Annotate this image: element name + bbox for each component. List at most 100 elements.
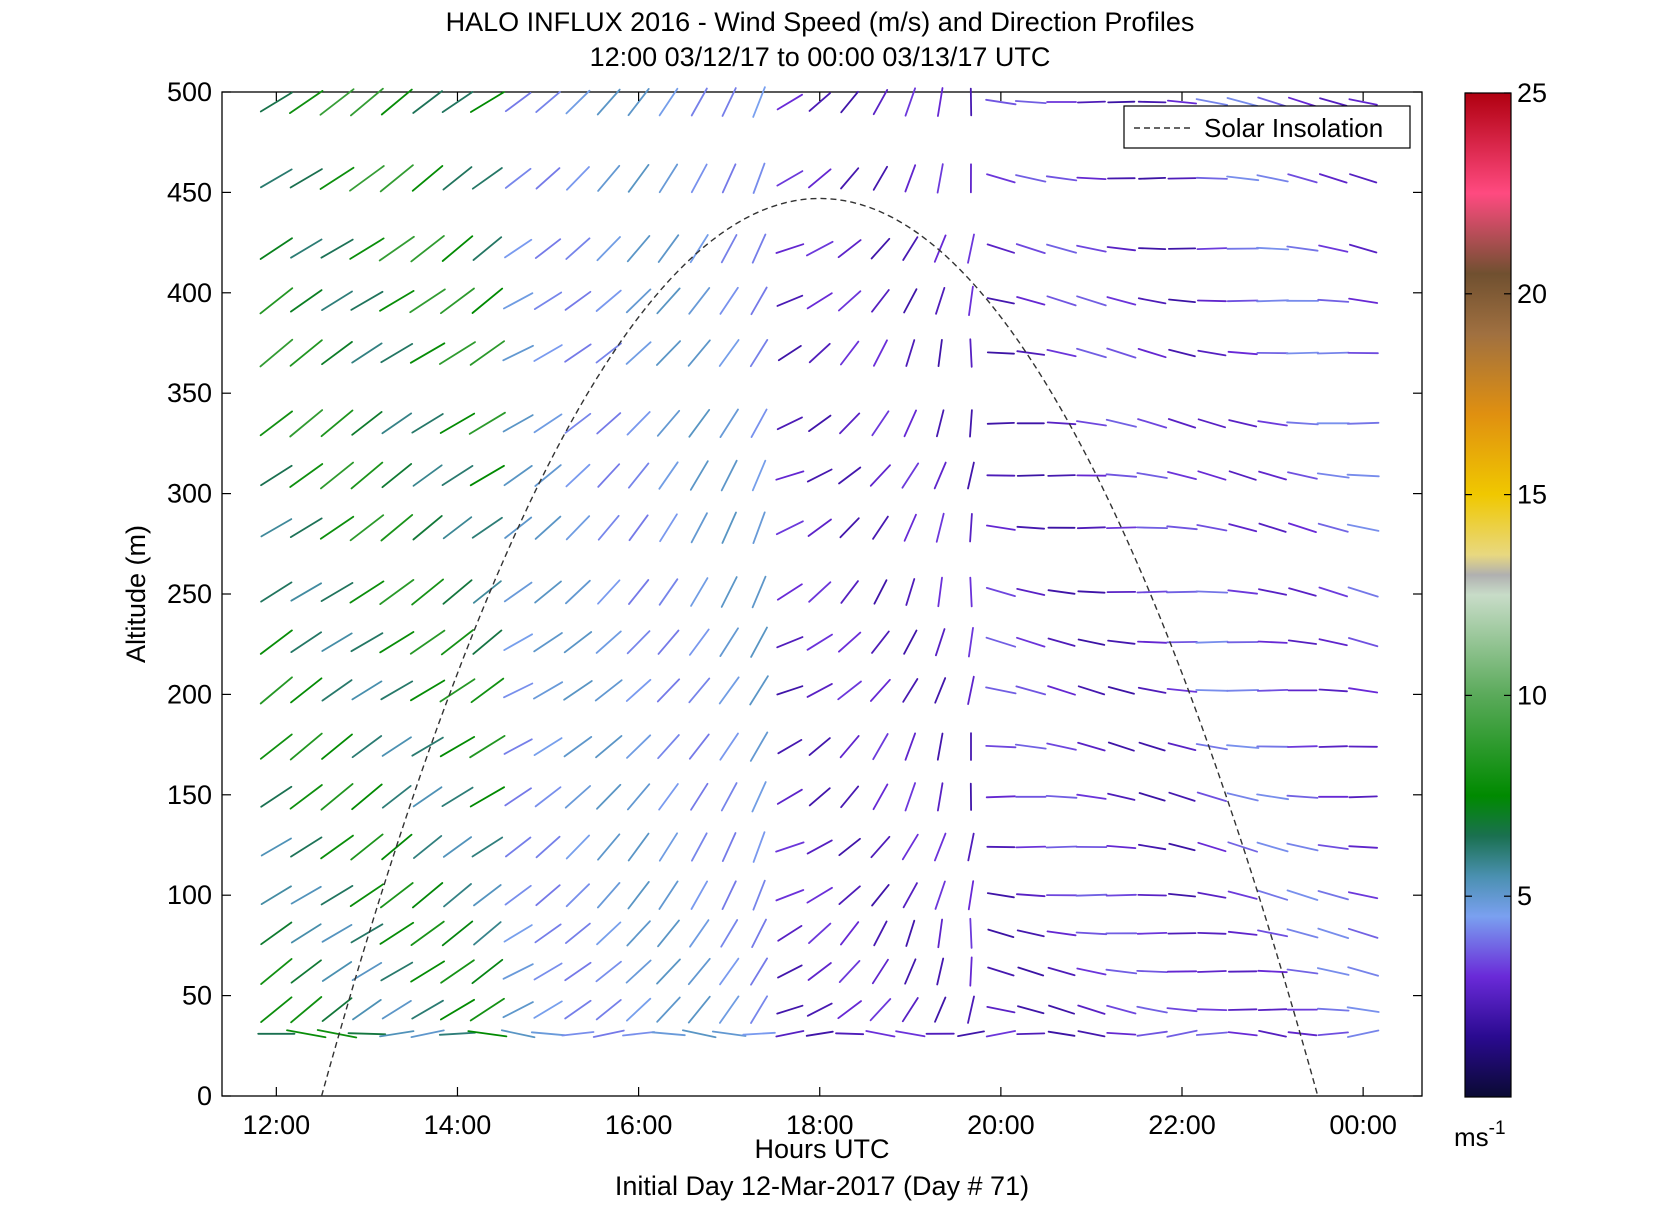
wind-barb xyxy=(1076,176,1107,181)
wind-barb xyxy=(777,964,803,979)
x-tick-label: 20:00 xyxy=(967,1110,1035,1140)
wind-barb xyxy=(1016,588,1046,596)
wind-barb xyxy=(837,1000,862,1020)
wind-barb xyxy=(627,163,650,193)
wind-barb xyxy=(969,576,973,608)
wind-barb xyxy=(752,162,766,194)
wind-barb xyxy=(441,464,474,487)
wind-barb xyxy=(1015,845,1047,849)
wind-barb xyxy=(1046,348,1077,358)
colorbar: 5 10 15 20 25 ms-1 xyxy=(1454,78,1547,1152)
wind-barb xyxy=(351,783,383,811)
x-tick-label: 22:00 xyxy=(1148,1110,1216,1140)
wind-barb xyxy=(1167,99,1197,105)
wind-barb xyxy=(1286,889,1319,901)
wind-barb xyxy=(471,287,504,314)
wind-barb xyxy=(967,233,975,264)
wind-barb xyxy=(1106,246,1136,252)
wind-barb xyxy=(1288,96,1317,108)
wind-barb xyxy=(865,1030,896,1038)
wind-barb xyxy=(622,1031,656,1037)
wind-barb xyxy=(718,339,740,367)
wind-barb xyxy=(872,733,889,761)
wind-barb xyxy=(656,678,681,703)
wind-barb xyxy=(690,87,708,117)
wind-barb xyxy=(1257,889,1289,901)
wind-barb xyxy=(1195,176,1228,180)
wind-barb xyxy=(350,290,384,311)
legend-box xyxy=(1123,105,1411,149)
wind-barb xyxy=(380,514,414,542)
wind-barb xyxy=(534,515,562,540)
wind-barb xyxy=(905,578,916,606)
wind-barb xyxy=(656,340,681,366)
wind-barb xyxy=(1318,638,1348,647)
wind-barb xyxy=(473,884,502,907)
wind-barb xyxy=(439,678,476,703)
wind-barb xyxy=(776,636,804,649)
wind-barb xyxy=(1286,245,1319,252)
wind-barb xyxy=(379,579,415,605)
wind-barb xyxy=(806,292,833,310)
wind-barb xyxy=(534,238,562,260)
wind-barb xyxy=(840,90,859,114)
wind-barb xyxy=(807,962,832,981)
wind-barb xyxy=(690,163,708,194)
colorbar-unit: ms-1 xyxy=(1454,1118,1506,1152)
wind-barb xyxy=(1106,1032,1137,1036)
wind-barb xyxy=(1197,932,1227,935)
wind-barb xyxy=(752,831,766,863)
wind-barb xyxy=(1228,470,1257,481)
wind-barb xyxy=(379,1030,415,1038)
wind-barb xyxy=(691,832,708,862)
wind-barb xyxy=(1016,636,1046,648)
x-axis-label: Hours UTC xyxy=(754,1134,889,1164)
colorbar-gradient xyxy=(1464,92,1512,1098)
wind-barb xyxy=(986,173,1016,184)
wind-barb xyxy=(751,233,767,264)
wind-barb xyxy=(870,835,891,859)
wind-barb xyxy=(502,963,534,980)
wind-barb xyxy=(628,579,650,605)
wind-barb xyxy=(1348,845,1378,849)
wind-barb xyxy=(502,292,534,310)
wind-barb xyxy=(1195,590,1229,594)
wind-barb xyxy=(689,234,709,264)
wind-barb xyxy=(936,732,944,761)
wind-barb xyxy=(1047,966,1076,977)
wind-barb xyxy=(259,676,293,705)
wind-barb xyxy=(503,924,533,943)
wind-barb xyxy=(380,961,414,982)
wind-barb xyxy=(967,461,975,490)
wind-barb xyxy=(535,835,561,859)
wind-barb xyxy=(411,164,444,192)
wind-barb xyxy=(750,408,768,439)
wind-barb xyxy=(869,464,891,487)
wind-barb xyxy=(533,291,563,311)
wind-barb xyxy=(1195,98,1229,106)
wind-barb xyxy=(289,409,324,438)
wind-barb xyxy=(933,461,947,490)
wind-barb xyxy=(289,517,323,538)
wind-barb xyxy=(350,833,384,861)
wind-barb xyxy=(985,1030,1016,1038)
wind-barb xyxy=(719,957,740,986)
wind-barb xyxy=(1197,841,1227,853)
wind-barb xyxy=(1168,298,1196,304)
wind-barb xyxy=(1317,927,1350,939)
wind-barb xyxy=(969,917,973,949)
wind-barb xyxy=(352,999,382,1021)
wind-barb xyxy=(776,93,803,111)
wind-barb xyxy=(597,579,621,605)
wind-barb xyxy=(1077,1004,1106,1015)
wind-barb xyxy=(987,928,1015,938)
wind-barb xyxy=(1137,640,1168,644)
wind-barb xyxy=(565,237,591,260)
y-axis-label: Altitude (m) xyxy=(121,525,151,663)
wind-barb xyxy=(1016,525,1045,530)
legend: Solar Insolation xyxy=(1123,105,1411,149)
wind-barb xyxy=(1016,474,1045,477)
wind-barb xyxy=(1076,420,1107,427)
wind-barb xyxy=(1318,745,1348,748)
